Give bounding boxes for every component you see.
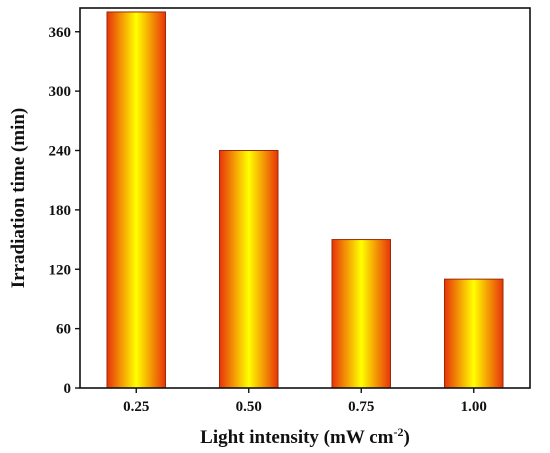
x-tick-label: 0.50 [236, 399, 262, 415]
y-tick-label: 240 [49, 144, 72, 160]
y-tick-label: 180 [49, 203, 72, 219]
x-axis-title-superscript: -2 [394, 425, 404, 439]
bar-1.00 [444, 278, 504, 389]
y-tick-label: 0 [64, 381, 72, 397]
x-axis-title: Light intensity (mW cm-2) [200, 425, 410, 448]
y-tick-label: 300 [49, 84, 72, 100]
y-axis-title: Irradiation time (min) [8, 108, 29, 288]
y-tick-label: 120 [49, 262, 72, 278]
x-tick-label: 1.00 [461, 399, 487, 415]
plot-frame [79, 7, 531, 389]
y-tick-label: 360 [49, 25, 72, 41]
bars-layer [106, 11, 504, 389]
x-tick-label: 0.75 [348, 399, 374, 415]
x-tick-label: 0.25 [123, 399, 149, 415]
x-axis: 0.25 0.50 0.75 1.00 [123, 388, 487, 415]
bar-0.25 [106, 11, 166, 389]
bar-0.75 [331, 239, 391, 389]
x-axis-title-suffix: ) [404, 427, 410, 448]
y-tick-label: 60 [56, 322, 71, 338]
bar-0.50 [219, 150, 279, 389]
y-axis: 0 60 120 180 240 300 360 [49, 25, 80, 397]
x-axis-title-main: Light intensity (mW cm [200, 427, 394, 448]
